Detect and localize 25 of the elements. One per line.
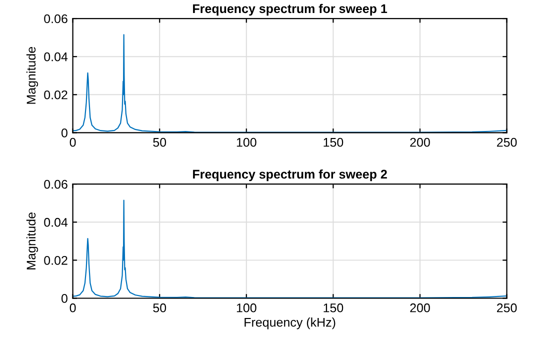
y-axis-title: Magnitude — [26, 46, 38, 104]
x-tick-label: 250 — [497, 138, 517, 147]
x-tick-label: 0 — [70, 303, 76, 312]
x-tick-label: 0 — [70, 138, 76, 147]
x-tick-label: 150 — [324, 303, 344, 312]
x-tick-label: 200 — [410, 138, 430, 147]
x-tick-label: 50 — [153, 138, 166, 147]
y-tick-label: 0.04 — [44, 52, 68, 62]
y-axis-title: Magnitude — [26, 212, 38, 270]
x-tick-label: 250 — [497, 303, 517, 312]
chart-title: Frequency spectrum for sweep 1 — [193, 4, 388, 16]
x-tick-label: 100 — [236, 138, 256, 147]
x-tick-label: 200 — [410, 303, 430, 312]
y-tick-label: 0.02 — [44, 90, 68, 100]
y-tick-label: 0.06 — [44, 14, 68, 24]
x-tick-label: 100 — [236, 303, 256, 312]
y-tick-label: 0.04 — [44, 218, 68, 227]
x-tick-label: 50 — [153, 303, 166, 312]
chart-title: Frequency spectrum for sweep 2 — [193, 169, 387, 182]
y-tick-label: 0.02 — [44, 256, 68, 265]
x-tick-label: 150 — [324, 138, 344, 147]
y-tick-label: 0 — [61, 128, 68, 138]
y-tick-label: 0.06 — [44, 180, 68, 189]
x-axis-title: Frequency (kHz) — [244, 318, 336, 330]
y-tick-label: 0 — [61, 294, 68, 303]
